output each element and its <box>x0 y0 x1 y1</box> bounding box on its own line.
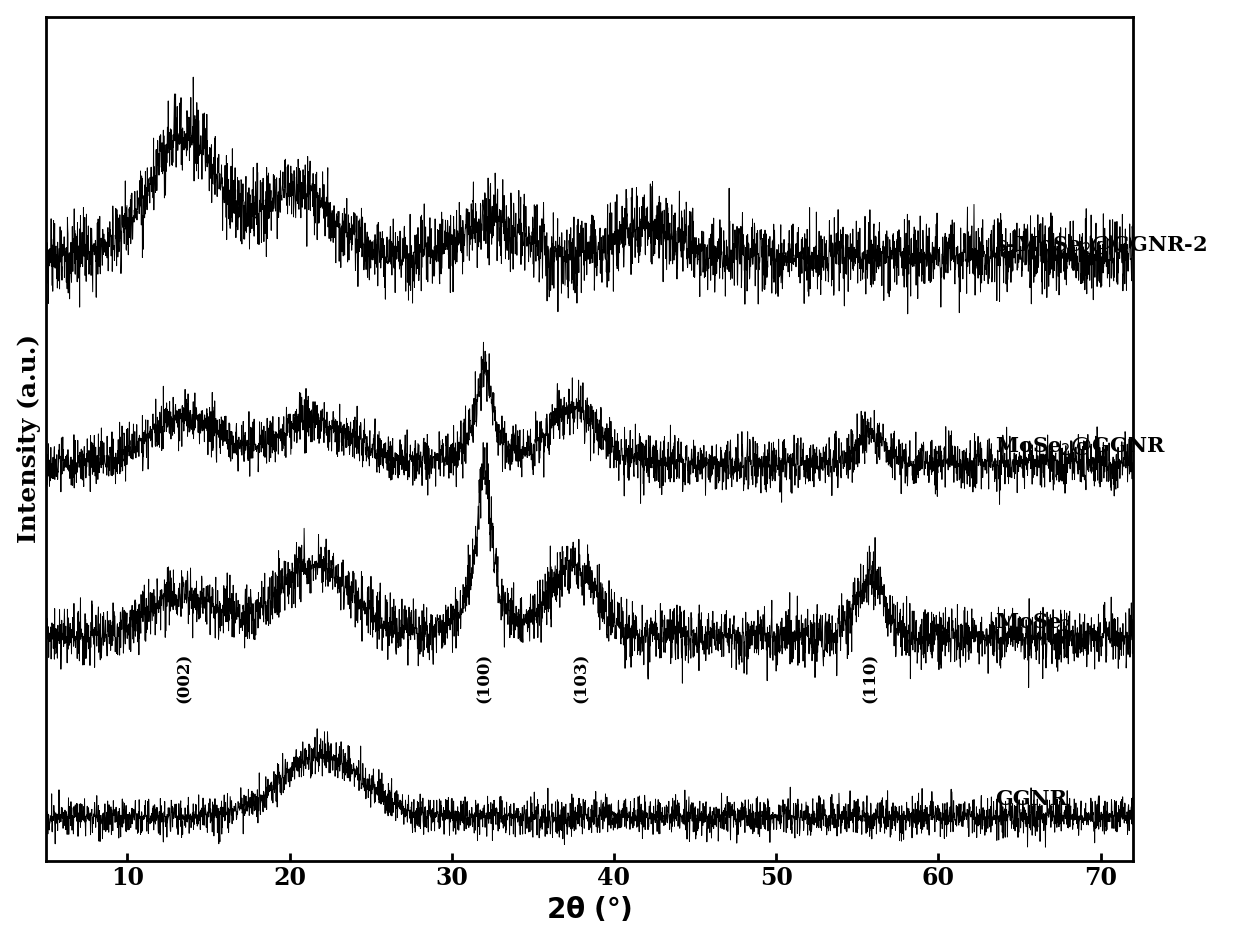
Text: (103): (103) <box>573 652 590 703</box>
Text: MoSe$_2$@GGNR: MoSe$_2$@GGNR <box>994 436 1166 458</box>
Text: (110): (110) <box>862 652 879 703</box>
Text: (100): (100) <box>476 652 492 703</box>
Text: GGNR: GGNR <box>994 789 1068 809</box>
Text: (002): (002) <box>176 652 192 703</box>
Text: s-MoSe$_2$@GGNR-2: s-MoSe$_2$@GGNR-2 <box>994 235 1208 257</box>
X-axis label: $\mathbf{2\theta\ (°)}$: $\mathbf{2\theta\ (°)}$ <box>547 895 632 924</box>
Text: MoSe$_2$: MoSe$_2$ <box>994 611 1070 633</box>
Y-axis label: Intensity (a.u.): Intensity (a.u.) <box>16 334 41 543</box>
